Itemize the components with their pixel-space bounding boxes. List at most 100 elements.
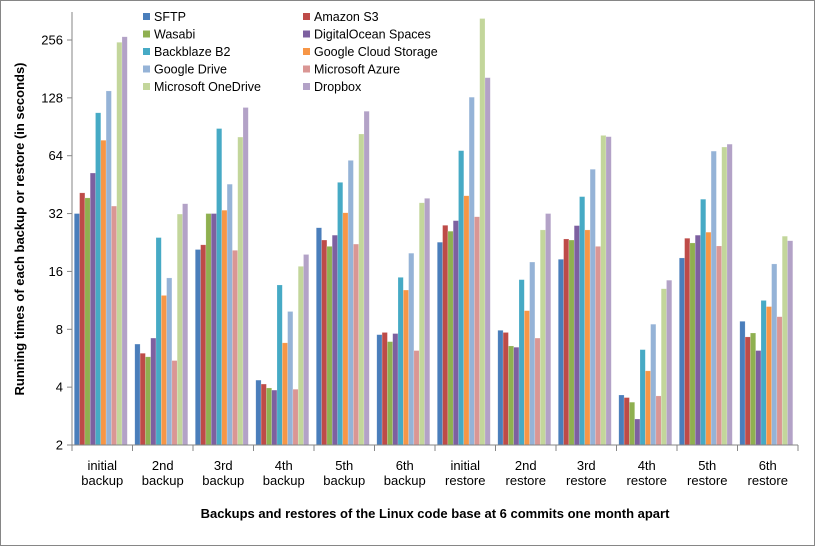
bar-digitalocean-spaces [452, 220, 459, 446]
bar-google-drive [166, 277, 173, 446]
bar-google-cloud-storage [766, 306, 772, 446]
x-tick-label: initial [450, 458, 480, 473]
bar-microsoft-onedrive [358, 133, 365, 446]
bar-backblaze-b2 [276, 284, 283, 446]
bar-google-drive [589, 169, 596, 446]
legend-swatch [143, 48, 150, 55]
legend-label: Amazon S3 [314, 10, 379, 24]
bar-backblaze-b2 [216, 128, 223, 446]
bar-sftp [558, 259, 564, 446]
legend-label: SFTP [154, 10, 186, 24]
bar-backblaze-b2 [700, 198, 707, 446]
bar-google-cloud-storage [403, 289, 409, 446]
bar-dropbox [424, 198, 431, 446]
bar-microsoft-onedrive [237, 136, 244, 446]
bar-wasabi [145, 356, 151, 446]
bar-sftp [618, 394, 625, 446]
bar-sftp [437, 241, 443, 446]
bar-amazon-s3 [563, 238, 570, 446]
bar-microsoft-azure [292, 389, 299, 446]
bar-microsoft-onedrive [479, 18, 486, 446]
bar-sftp [679, 257, 685, 446]
bar-backblaze-b2 [639, 349, 646, 446]
bar-google-drive [287, 311, 294, 446]
x-tick-label: 4th [638, 458, 656, 473]
bar-digitalocean-spaces [634, 418, 641, 446]
legend-label: Google Drive [154, 63, 227, 77]
bar-amazon-s3 [442, 225, 449, 446]
bar-digitalocean-spaces [573, 225, 580, 446]
bar-dropbox [242, 107, 249, 446]
bar-dropbox [605, 136, 612, 446]
bar-google-drive [105, 90, 112, 446]
bar-sftp [739, 321, 746, 446]
bar-microsoft-onedrive [539, 229, 546, 446]
legend-label: DigitalOcean Spaces [314, 28, 431, 42]
bar-sftp [376, 334, 383, 446]
legend-label: Google Cloud Storage [314, 45, 438, 59]
bar-microsoft-azure [655, 395, 662, 446]
y-tick-label: 2 [56, 438, 63, 453]
legend-label: Backblaze B2 [154, 45, 230, 59]
bar-sftp [195, 249, 201, 446]
bar-microsoft-azure [716, 245, 722, 446]
bar-google-cloud-storage [463, 195, 470, 446]
bar-google-drive [226, 183, 233, 446]
bar-microsoft-onedrive [176, 213, 183, 446]
bar-digitalocean-spaces [271, 389, 278, 446]
bar-google-cloud-storage [100, 140, 107, 446]
bar-digitalocean-spaces [755, 350, 762, 446]
legend: SFTP Amazon S3 Wasabi DigitalOcean Spaces Ba… [143, 10, 438, 94]
legend-swatch [303, 83, 310, 90]
bar-google-cloud-storage [584, 229, 591, 446]
bar-microsoft-azure [353, 243, 359, 446]
bar-wasabi [689, 242, 696, 446]
bar-dropbox [484, 77, 491, 446]
bar-amazon-s3 [260, 383, 267, 446]
bar-microsoft-azure [111, 205, 117, 446]
bar-microsoft-onedrive [660, 288, 667, 446]
bar-backblaze-b2 [155, 237, 162, 446]
legend-swatch [303, 48, 310, 55]
bar-microsoft-azure [776, 316, 783, 446]
bar-google-cloud-storage [342, 212, 349, 446]
bar-backblaze-b2 [760, 300, 767, 446]
bar-microsoft-onedrive [418, 202, 425, 446]
bar-google-drive [408, 252, 415, 446]
y-axis-title: Running times of each backup or restore … [12, 62, 27, 395]
bar-microsoft-onedrive [116, 42, 123, 446]
bar-backblaze-b2 [337, 182, 344, 446]
bar-sftp [255, 379, 262, 446]
x-tick-label: backup [142, 473, 184, 488]
x-tick-label: backup [263, 473, 305, 488]
legend-label: Dropbox [314, 80, 362, 94]
y-tick-label: 128 [41, 90, 63, 105]
bar-amazon-s3 [502, 332, 509, 446]
bar-amazon-s3 [139, 353, 146, 446]
y-tick-label: 8 [56, 322, 63, 337]
bar-backblaze-b2 [95, 112, 102, 446]
bar-microsoft-onedrive [297, 266, 304, 446]
bar-sftp [316, 227, 322, 446]
x-tick-label: backup [81, 473, 123, 488]
x-tick-label: restore [506, 473, 546, 488]
y-tick-label: 4 [56, 380, 63, 395]
bar-backblaze-b2 [458, 150, 465, 446]
bar-wasabi [568, 239, 575, 446]
bar-sftp [134, 343, 141, 446]
bar-digitalocean-spaces [331, 234, 338, 446]
bar-microsoft-azure [171, 360, 178, 446]
x-tick-label: 2nd [515, 458, 537, 473]
bar-digitalocean-spaces [89, 172, 96, 446]
bar-google-drive [771, 263, 778, 446]
y-tick-label: 64 [49, 148, 63, 163]
x-tick-label: 3rd [577, 458, 596, 473]
bar-wasabi [84, 197, 91, 446]
bar-microsoft-onedrive [721, 146, 728, 446]
x-tick-label: 5th [698, 458, 716, 473]
bar-digitalocean-spaces [513, 347, 520, 446]
legend-swatch [303, 65, 310, 73]
x-tick-label: restore [627, 473, 667, 488]
